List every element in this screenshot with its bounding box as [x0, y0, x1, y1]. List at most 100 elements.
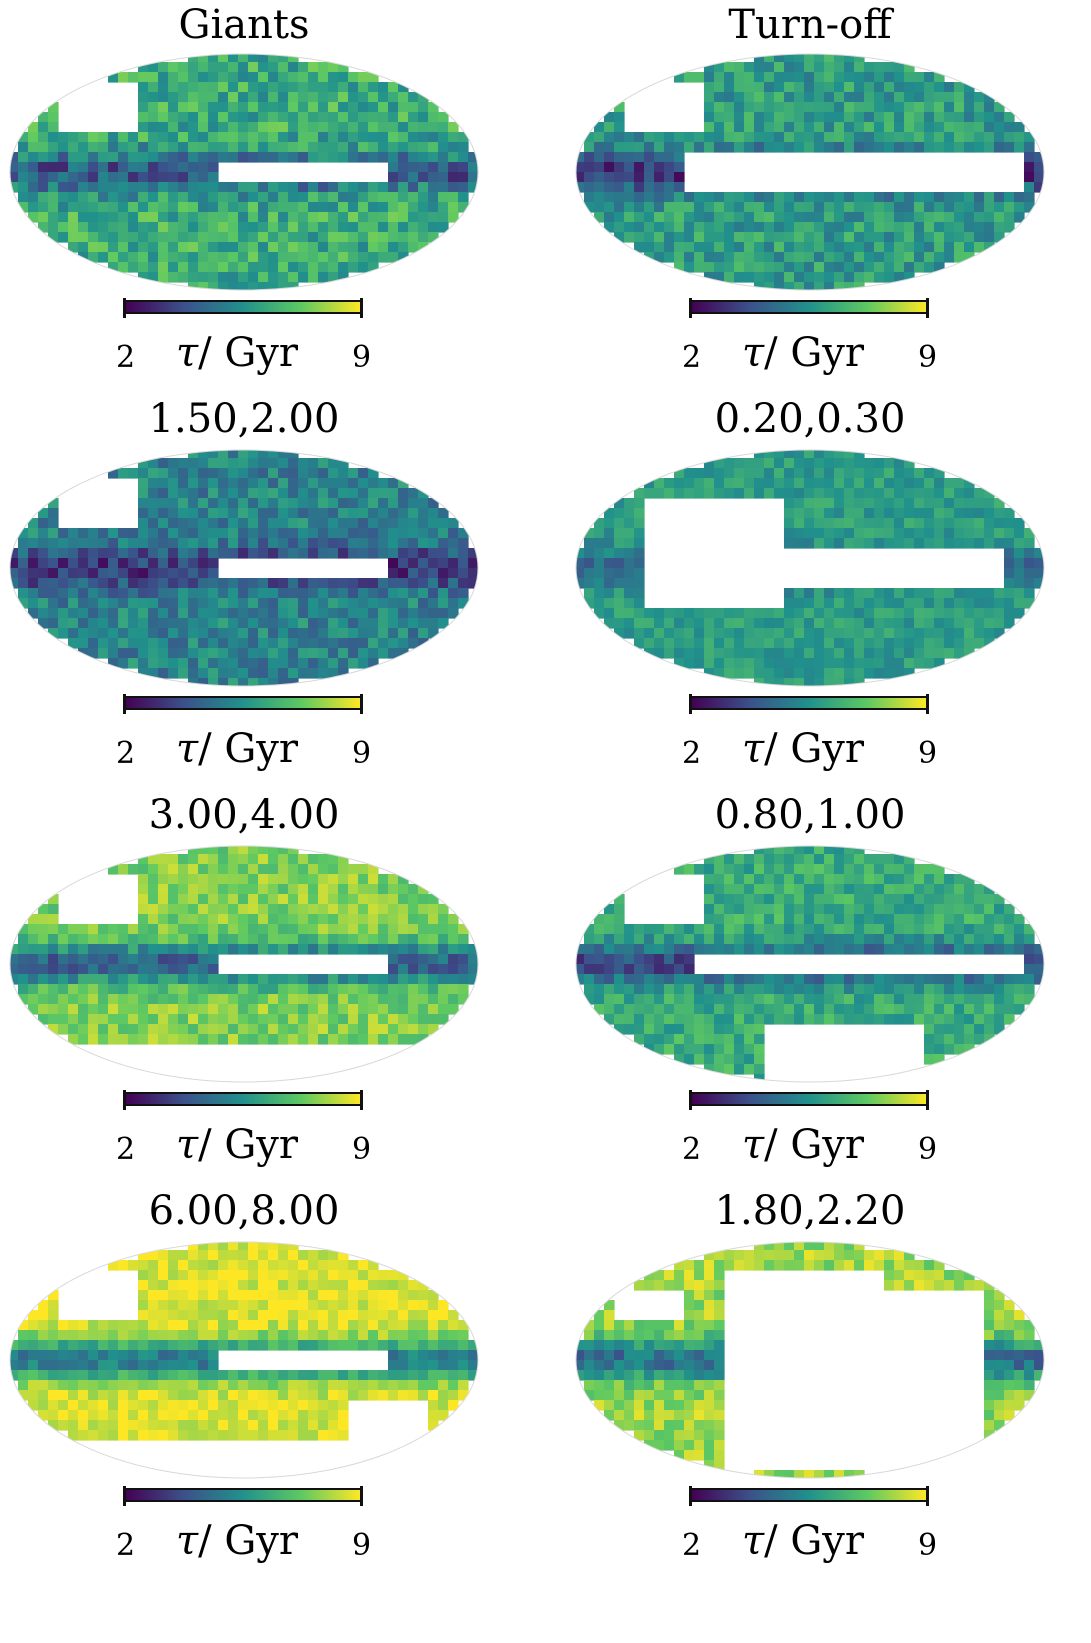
pixel-cell: [844, 658, 855, 669]
pixel-cell: [178, 1400, 189, 1411]
pixel-cell: [418, 1340, 429, 1351]
pixel-cell: [318, 92, 329, 103]
pixel-cell: [98, 1360, 109, 1371]
pixel-cell: [118, 964, 129, 975]
pixel-cell: [108, 142, 119, 153]
pixel-cell: [58, 578, 69, 589]
pixel-cell: [724, 874, 735, 885]
pixel-cell: [974, 994, 985, 1005]
pixel-cell: [994, 934, 1005, 945]
pixel-cell: [218, 282, 229, 292]
pixel-cell: [894, 854, 905, 865]
pixel-cell: [108, 1370, 119, 1381]
pixel-cell: [288, 72, 299, 83]
pixel-cell: [198, 528, 209, 539]
pixel-cell: [794, 498, 805, 509]
pixel-cell: [744, 132, 755, 143]
pixel-cell: [268, 62, 279, 73]
pixel-cell: [108, 1390, 119, 1401]
pixel-cell: [48, 192, 59, 203]
pixel-cell: [128, 222, 139, 233]
pixel-cell: [614, 202, 625, 213]
pixel-cell: [188, 944, 199, 955]
pixel-cell: [894, 974, 905, 985]
pixel-cell: [954, 528, 965, 539]
pixel-cell: [268, 944, 279, 955]
pixel-cell: [208, 528, 219, 539]
pixel-cell: [178, 924, 189, 935]
pixel-cell: [784, 974, 795, 985]
pixel-cell: [288, 548, 299, 559]
pixel-cell: [258, 548, 269, 559]
pixel-cell: [378, 1310, 389, 1321]
pixel-cell: [734, 854, 745, 865]
pixel-cell: [744, 102, 755, 113]
pixel-cell: [674, 1024, 685, 1035]
pixel-cell: [654, 252, 665, 263]
pixel-cell: [924, 202, 935, 213]
pixel-cell: [914, 122, 925, 133]
pixel-cell: [824, 914, 835, 925]
pixel-cell: [854, 62, 865, 73]
pixel-cell: [764, 628, 775, 639]
pixel-cell: [388, 944, 399, 955]
pixel-cell: [954, 538, 965, 549]
pixel-cell: [994, 212, 1005, 223]
pixel-cell: [754, 1014, 765, 1025]
pixel-cell: [278, 468, 289, 479]
pixel-cell: [804, 844, 815, 855]
pixel-cell: [198, 954, 209, 965]
pixel-cell: [28, 608, 39, 619]
pixel-cell: [68, 1014, 79, 1025]
pixel-cell: [138, 112, 149, 123]
pixel-cell: [318, 152, 329, 163]
pixel-cell: [88, 638, 99, 649]
pixel-cell: [794, 994, 805, 1005]
pixel-cell: [1014, 914, 1025, 925]
pixel-cell: [458, 548, 469, 559]
pixel-cell: [408, 102, 419, 113]
pixel-cell: [408, 1390, 419, 1401]
pixel-cell: [208, 102, 219, 113]
pixel-cell: [794, 212, 805, 223]
pixel-cell: [368, 1260, 379, 1271]
pixel-cell: [604, 964, 615, 975]
pixel-cell: [98, 132, 109, 143]
pixel-cell: [158, 558, 169, 569]
pixel-cell: [358, 152, 369, 163]
pixel-cell: [248, 232, 259, 243]
pixel-cell: [924, 112, 935, 123]
pixel-cell: [248, 864, 259, 875]
pixel-cell: [754, 648, 765, 659]
pixel-cell: [378, 538, 389, 549]
pixel-cell: [408, 508, 419, 519]
pixel-cell: [138, 1350, 149, 1361]
pixel-cell: [278, 242, 289, 253]
pixel-cell: [764, 62, 775, 73]
pixel-cell: [418, 1380, 429, 1391]
pixel-cell: [318, 648, 329, 659]
pixel-cell: [468, 568, 479, 579]
pixel-cell: [238, 1260, 249, 1271]
pixel-cell: [604, 518, 615, 529]
pixel-cell: [854, 262, 865, 273]
pixel-cell: [318, 538, 329, 549]
pixel-cell: [118, 1320, 129, 1331]
pixel-cell: [128, 162, 139, 173]
pixel-cell: [8, 172, 19, 183]
pixel-cell: [428, 1370, 439, 1381]
pixel-cell: [108, 944, 119, 955]
pixel-cell: [78, 618, 89, 629]
pixel-cell: [298, 1390, 309, 1401]
pixel-cell: [834, 72, 845, 83]
pixel-cell: [824, 518, 835, 529]
pixel-cell: [108, 202, 119, 213]
pixel-cell: [864, 242, 875, 253]
pixel-cell: [318, 498, 329, 509]
pixel-cell: [138, 954, 149, 965]
pixel-cell: [338, 468, 349, 479]
pixel-cell: [258, 72, 269, 83]
pixel-cell: [328, 1400, 339, 1411]
pixel-cell: [724, 122, 735, 133]
pixel-cell: [148, 212, 159, 223]
